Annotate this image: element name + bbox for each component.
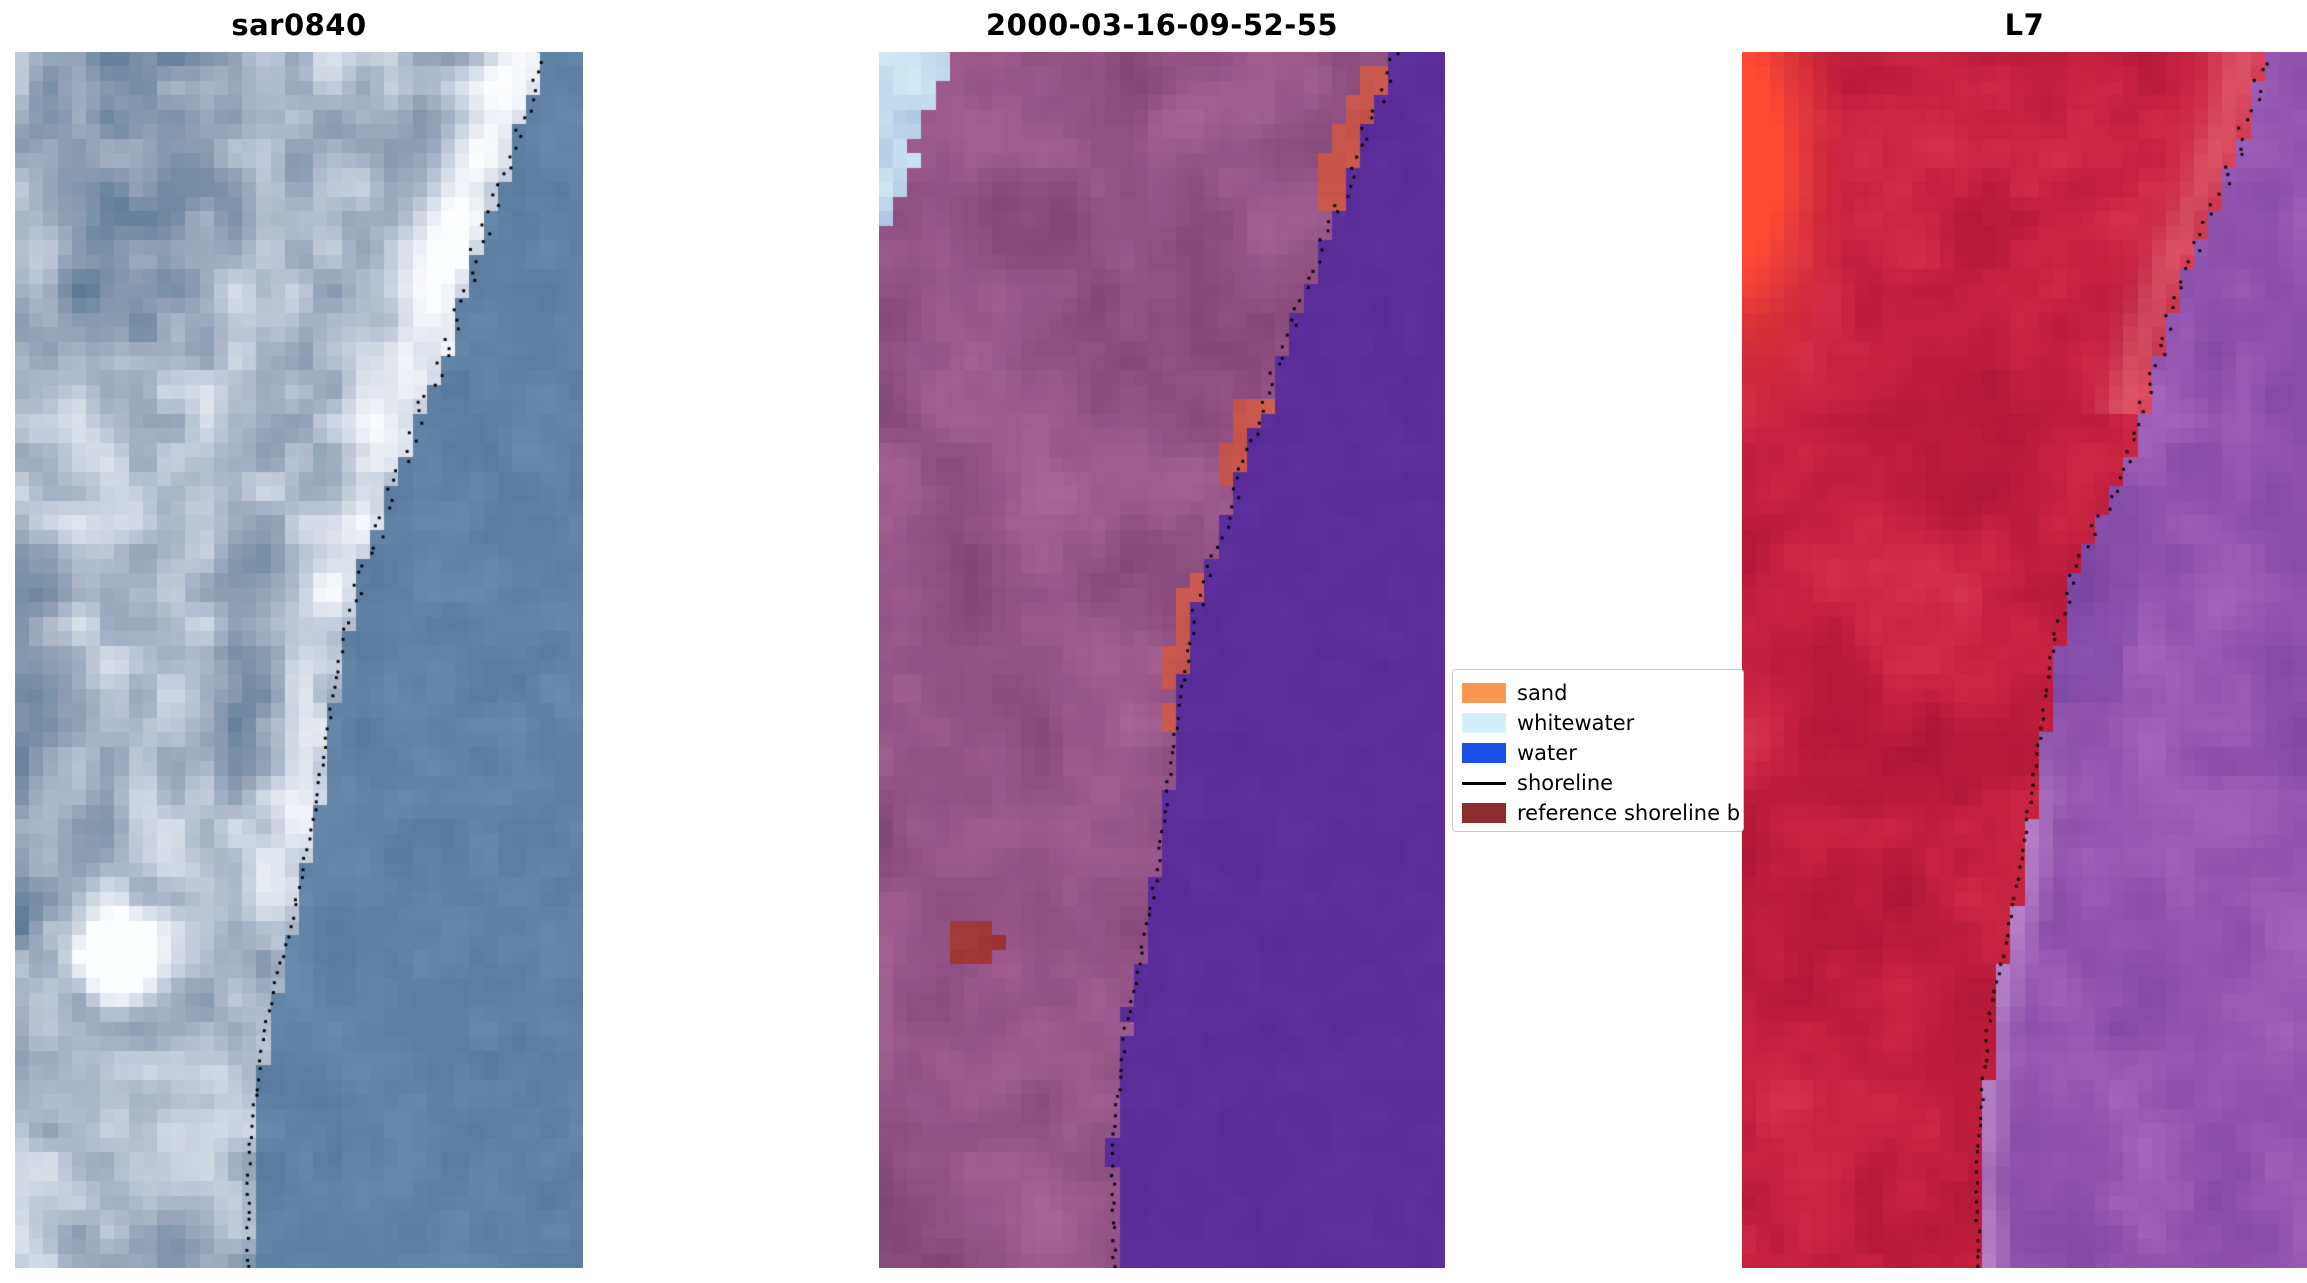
whitewater-swatch-icon — [1462, 713, 1506, 733]
legend-row-shoreline: shoreline — [1462, 768, 1743, 798]
sand-swatch-icon — [1462, 683, 1506, 703]
legend-row-sand: sand — [1462, 678, 1743, 708]
subplot-sar: sar0840 — [15, 0, 583, 1283]
water-swatch-icon — [1462, 743, 1506, 763]
legend-label-whitewater: whitewater — [1517, 711, 1635, 735]
legend-label-sand: sand — [1517, 681, 1568, 705]
l7-image — [1742, 52, 2307, 1268]
subplot-classified-title: 2000-03-16-09-52-55 — [985, 8, 1339, 42]
shoreline-line-icon — [1462, 781, 1506, 785]
legend-label-water: water — [1517, 741, 1577, 765]
subplot-classified: 2000-03-16-09-52-55 — [879, 0, 1445, 1283]
legend-row-whitewater: whitewater — [1462, 708, 1743, 738]
legend: sand whitewater water shoreline referenc… — [1452, 669, 1744, 832]
subplot-l7-title: L7 — [2004, 8, 2045, 42]
subplot-sar-title: sar0840 — [231, 8, 367, 42]
legend-row-water: water — [1462, 738, 1743, 768]
legend-label-reference: reference shoreline b — [1517, 801, 1741, 825]
reference-shoreline-swatch-icon — [1462, 803, 1506, 823]
legend-row-reference: reference shoreline b — [1462, 798, 1743, 828]
sar-image — [15, 52, 583, 1268]
subplot-l7: L7 — [1742, 0, 2307, 1283]
classified-image — [879, 52, 1445, 1268]
legend-label-shoreline: shoreline — [1517, 771, 1614, 795]
